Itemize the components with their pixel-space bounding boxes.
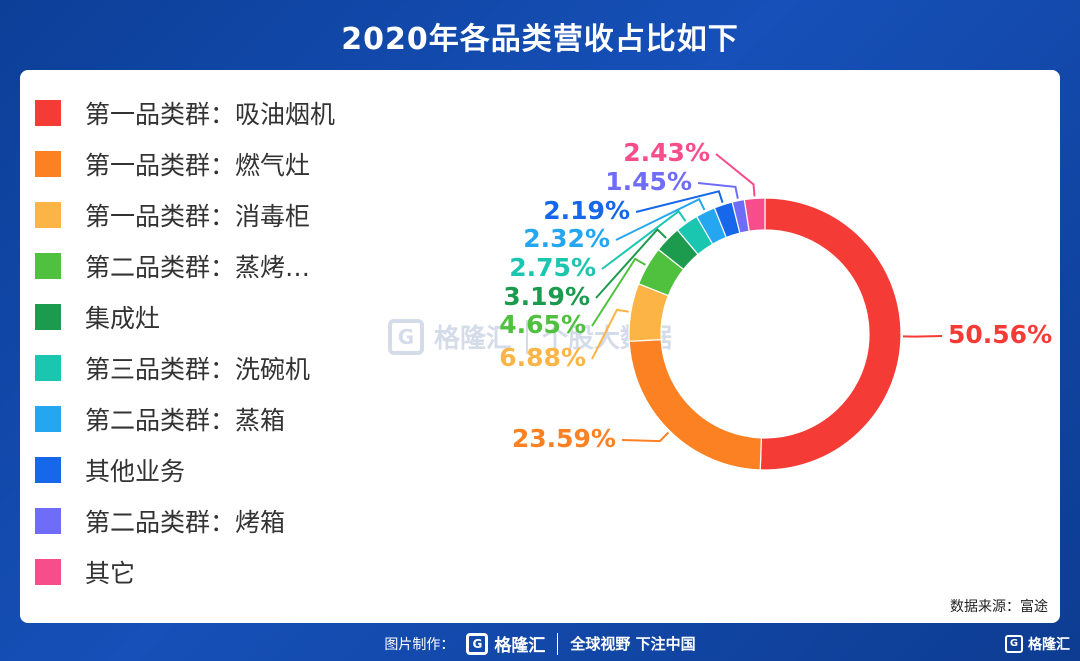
footer-made-by: 图片制作：	[384, 634, 454, 654]
donut-slice	[760, 198, 901, 470]
corner-brand-mark: G 格隆汇	[1005, 634, 1070, 654]
leader-line	[622, 433, 668, 442]
footer-logo-icon: G	[466, 633, 488, 655]
donut-slice	[629, 340, 761, 470]
slice-value-label: 2.43%	[623, 138, 710, 167]
footer-bar: 图片制作： G 格隆汇 全球视野 下注中国	[0, 626, 1080, 661]
corner-brand: 格隆汇	[1028, 634, 1070, 654]
slice-value-label: 1.45%	[605, 167, 692, 196]
footer-divider	[557, 633, 558, 655]
slice-value-label: 4.65%	[499, 310, 586, 339]
leader-line	[903, 336, 942, 337]
corner-logo-icon: G	[1005, 635, 1023, 653]
slice-value-label: 6.88%	[499, 343, 586, 372]
footer-brand: 格隆汇	[494, 631, 545, 656]
data-source: 数据来源：富途	[950, 596, 1048, 616]
slice-value-label: 50.56%	[948, 320, 1052, 349]
footer-slogan: 全球视野 下注中国	[570, 633, 695, 654]
slice-value-label: 2.75%	[509, 253, 596, 282]
slice-value-label: 23.59%	[512, 424, 616, 453]
slice-value-label: 2.32%	[523, 224, 610, 253]
slice-value-label: 2.19%	[543, 196, 630, 225]
slice-value-label: 3.19%	[503, 282, 590, 311]
